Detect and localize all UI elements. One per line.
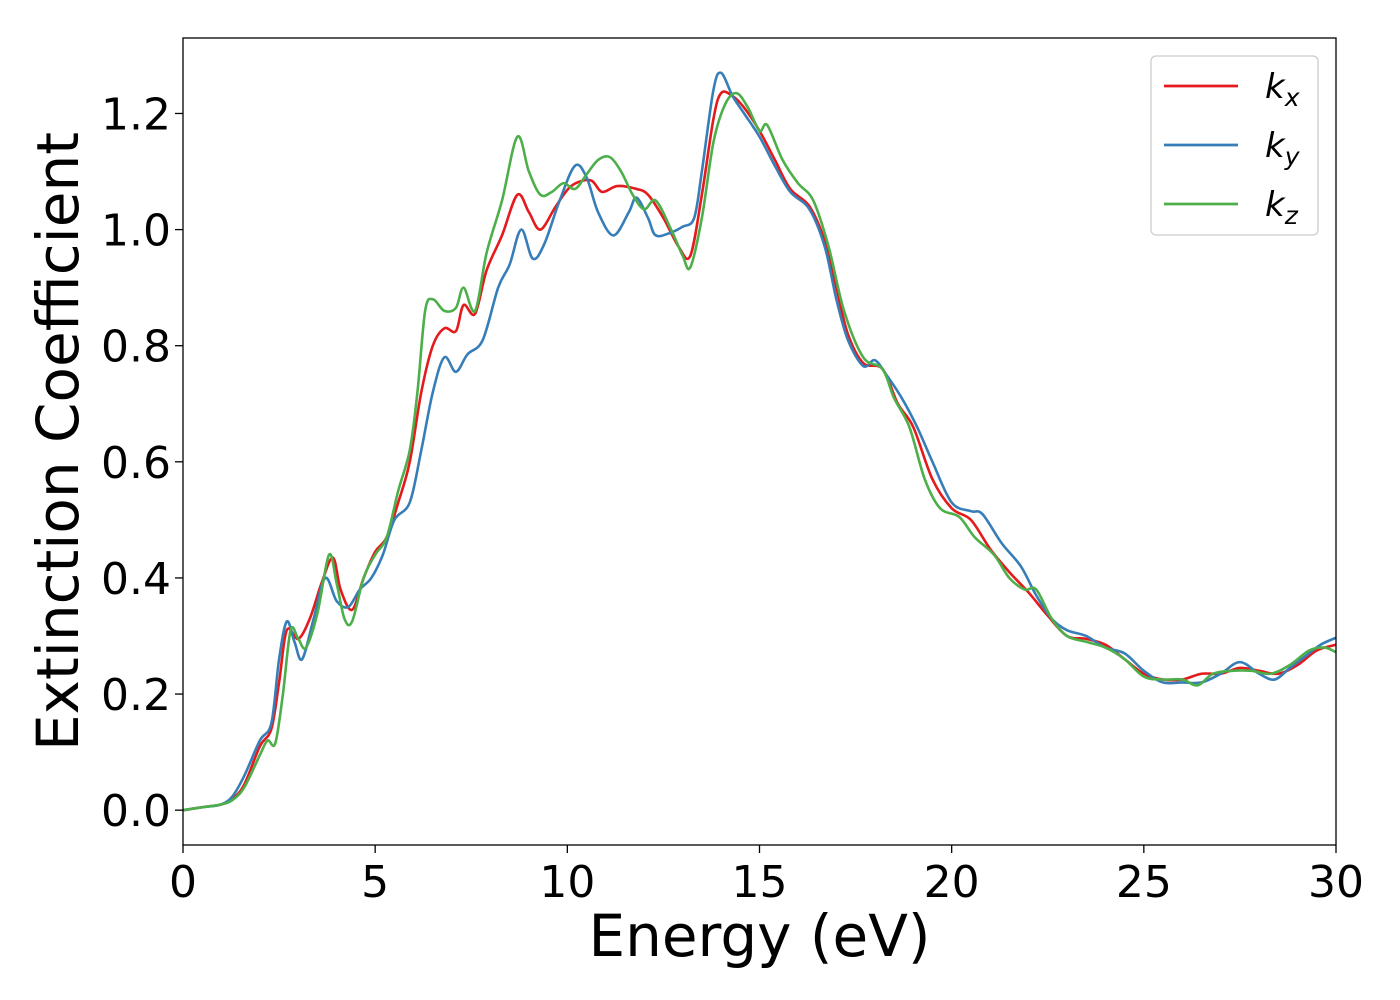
x-tick-label: 0 [169, 857, 197, 908]
y-tick-label: 0.8 [101, 322, 171, 373]
y-axis: 0.0 0.2 0.4 0.6 0.8 1.0 1.2 [101, 89, 183, 837]
x-tick-label: 10 [539, 857, 595, 908]
x-tick-label: 30 [1308, 857, 1364, 908]
y-tick-label: 1.2 [101, 89, 171, 140]
x-tick-label: 15 [732, 857, 788, 908]
y-tick-label: 1.0 [101, 206, 171, 257]
legend-label-x: kx [1265, 67, 1300, 112]
y-tick-label: 0.6 [101, 438, 171, 489]
legend-label-y: ky [1265, 126, 1301, 171]
series-line-y [183, 71, 1336, 812]
legend-label-subscript: x [1284, 83, 1300, 112]
legend-label-main: k [1265, 185, 1286, 225]
y-tick-label: 0.2 [101, 670, 171, 721]
legend-label-subscript: z [1284, 201, 1299, 230]
series-line-z [183, 91, 1336, 812]
y-axis-title: Extinction Coefficient [24, 132, 92, 751]
legend-label-z: kz [1265, 185, 1299, 230]
x-tick-label: 25 [1116, 857, 1172, 908]
legend-label-main: k [1265, 67, 1286, 107]
series-layer [183, 71, 1336, 812]
x-axis-title: Energy (eV) [588, 902, 930, 970]
x-tick-label: 5 [361, 857, 389, 908]
legend-label-subscript: y [1284, 142, 1301, 171]
y-tick-label: 0.4 [101, 554, 171, 605]
y-tick-label: 0.0 [101, 786, 171, 837]
x-axis: 0 5 10 15 20 25 30 [169, 845, 1364, 908]
legend-label-main: k [1265, 126, 1286, 166]
x-tick-label: 20 [924, 857, 980, 908]
